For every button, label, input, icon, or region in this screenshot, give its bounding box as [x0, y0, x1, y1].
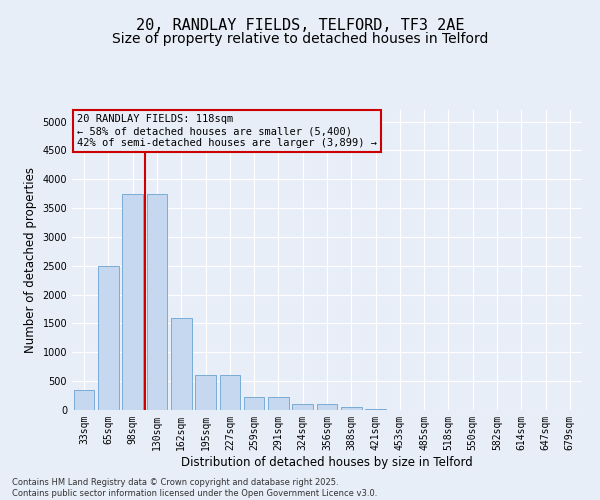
Bar [195, 376, 216, 410]
Bar [292, 404, 313, 410]
Bar [244, 398, 265, 410]
Bar [317, 404, 337, 410]
Text: 20 RANDLAY FIELDS: 118sqm
← 58% of detached houses are smaller (5,400)
42% of se: 20 RANDLAY FIELDS: 118sqm ← 58% of detac… [77, 114, 377, 148]
Bar [171, 318, 191, 410]
Text: Contains HM Land Registry data © Crown copyright and database right 2025.
Contai: Contains HM Land Registry data © Crown c… [12, 478, 377, 498]
Bar [341, 406, 362, 410]
Bar [220, 376, 240, 410]
Bar [122, 194, 143, 410]
Bar [268, 398, 289, 410]
Bar [98, 266, 119, 410]
Text: 20, RANDLAY FIELDS, TELFORD, TF3 2AE: 20, RANDLAY FIELDS, TELFORD, TF3 2AE [136, 18, 464, 32]
Bar [146, 194, 167, 410]
Text: Size of property relative to detached houses in Telford: Size of property relative to detached ho… [112, 32, 488, 46]
Y-axis label: Number of detached properties: Number of detached properties [24, 167, 37, 353]
Bar [74, 390, 94, 410]
X-axis label: Distribution of detached houses by size in Telford: Distribution of detached houses by size … [181, 456, 473, 468]
